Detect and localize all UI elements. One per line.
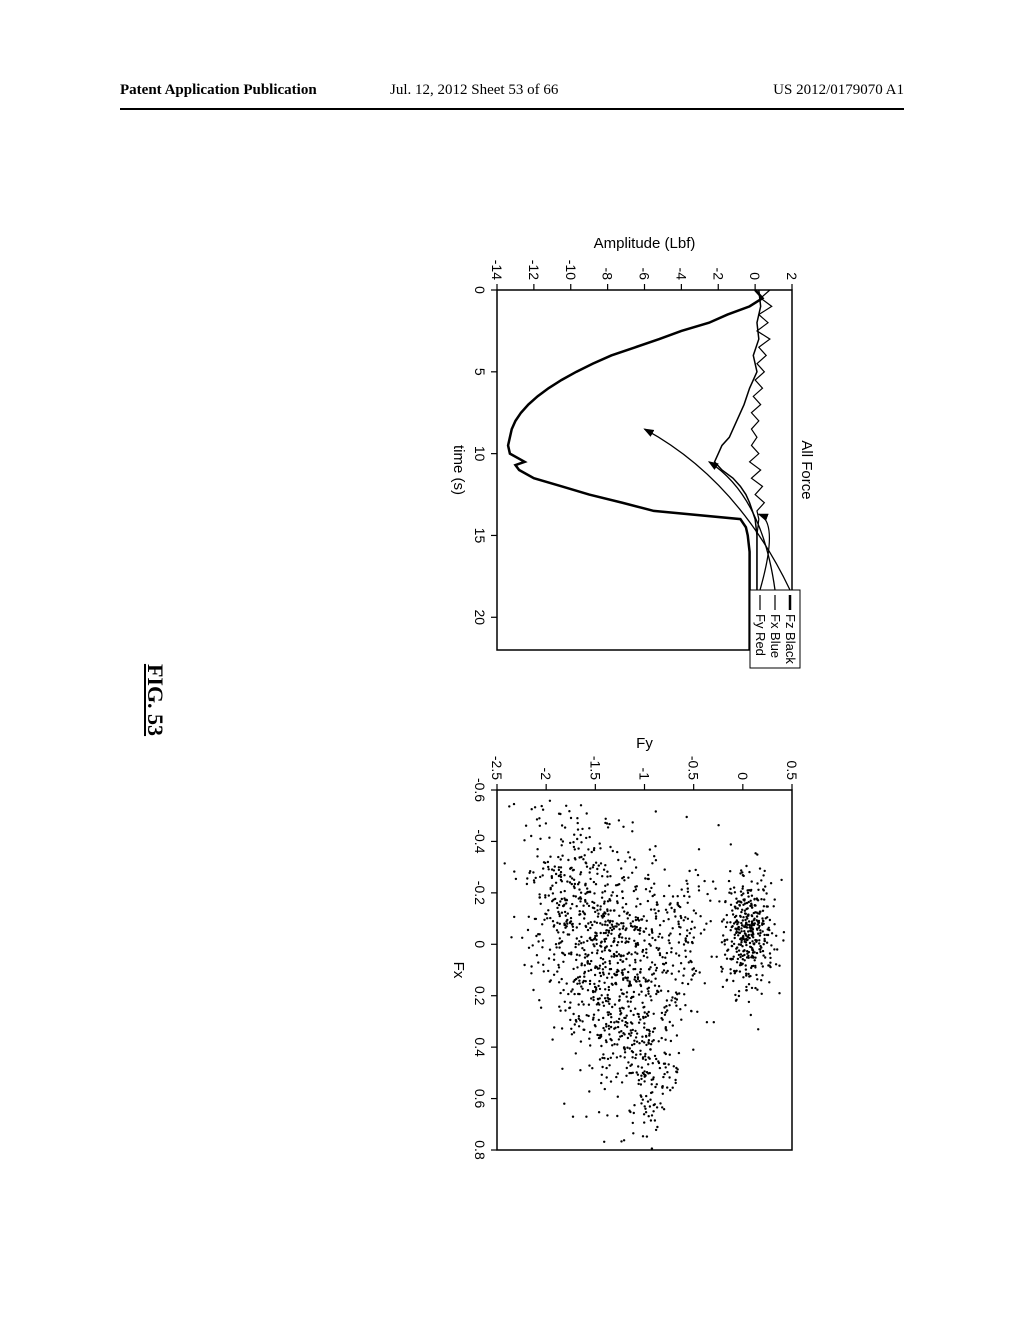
y-axis-label: Fy <box>636 735 653 752</box>
scatter-chart-svg: -0.6 -0.4 -0.2 0 0.2 0.4 0.6 0.8 0.5 0 -0.5 -1 -1.5 -… <box>442 730 822 1170</box>
header-mid: Jul. 12, 2012 Sheet 53 of 66 <box>390 82 558 99</box>
rotated-figure-content: 0510152020-2-4-6-8-10-12-14All Forcetime… <box>122 150 902 1250</box>
x-axis-label: time (s) <box>450 445 467 495</box>
ytick-label: -6 <box>637 268 653 281</box>
line-chart-svg: 0510152020-2-4-6-8-10-12-14All Forcetime… <box>442 230 822 670</box>
xtick-label: 0.8 <box>472 1140 488 1160</box>
ytick-label: -14 <box>489 260 505 280</box>
xtick-label: 0.4 <box>472 1037 488 1057</box>
ytick-label: -1 <box>637 768 653 781</box>
ytick-label: -2 <box>538 768 554 781</box>
ytick-label: 0 <box>747 272 763 280</box>
xtick-label: 10 <box>472 446 488 462</box>
fz-line <box>508 290 762 650</box>
legend-arrow <box>759 514 770 590</box>
header-left: Patent Application Publication <box>120 82 317 99</box>
ytick-label: -0.5 <box>686 756 702 780</box>
xtick-label: 0.6 <box>472 1089 488 1109</box>
line-chart: 0510152020-2-4-6-8-10-12-14All Forcetime… <box>442 230 822 670</box>
header-right: US 2012/0179070 A1 <box>773 82 904 99</box>
chart-title: All Force <box>798 440 815 499</box>
xtick-label: 0 <box>472 940 488 948</box>
scatter-points <box>504 800 786 1150</box>
xtick-label: -0.4 <box>472 829 488 853</box>
figure-label: FIG. 53 <box>142 664 168 736</box>
ytick-label: -4 <box>673 268 689 281</box>
ytick-label: 0.5 <box>784 761 800 781</box>
ytick-label: -12 <box>526 260 542 280</box>
legend-item-label: Fz Black <box>783 614 798 664</box>
xtick-label: -0.2 <box>472 881 488 905</box>
ytick-label: -2.5 <box>489 756 505 780</box>
header-rule <box>120 108 904 110</box>
ytick-label: -8 <box>600 268 616 281</box>
ytick-label: 2 <box>784 272 800 280</box>
page: Patent Application Publication Jul. 12, … <box>0 0 1024 1320</box>
ytick-label: -2 <box>710 268 726 281</box>
xtick-label: 5 <box>472 368 488 376</box>
xtick-label: 15 <box>472 528 488 544</box>
legend: Fz BlackFx BlueFy Red <box>750 590 800 668</box>
y-axis-label: Amplitude (Lbf) <box>594 235 696 252</box>
charts-row: 0510152020-2-4-6-8-10-12-14All Forcetime… <box>442 150 822 1250</box>
xtick-label: 0.2 <box>472 986 488 1006</box>
ytick-label: 0 <box>735 772 751 780</box>
xtick-label: 20 <box>472 609 488 625</box>
legend-item-label: Fy Red <box>753 614 768 656</box>
ytick-label: -10 <box>563 260 579 280</box>
legend-item-label: Fx Blue <box>768 614 783 658</box>
xtick-label: 0 <box>472 286 488 294</box>
x-axis-label: Fx <box>450 962 467 979</box>
figure-area: 0510152020-2-4-6-8-10-12-14All Forcetime… <box>0 150 1024 1250</box>
ytick-label: -1.5 <box>587 756 603 780</box>
scatter-chart: -0.6 -0.4 -0.2 0 0.2 0.4 0.6 0.8 0.5 0 -0.5 -1 -1.5 -… <box>442 730 822 1170</box>
xtick-label: -0.6 <box>472 778 488 802</box>
legend-arrow <box>645 429 791 590</box>
